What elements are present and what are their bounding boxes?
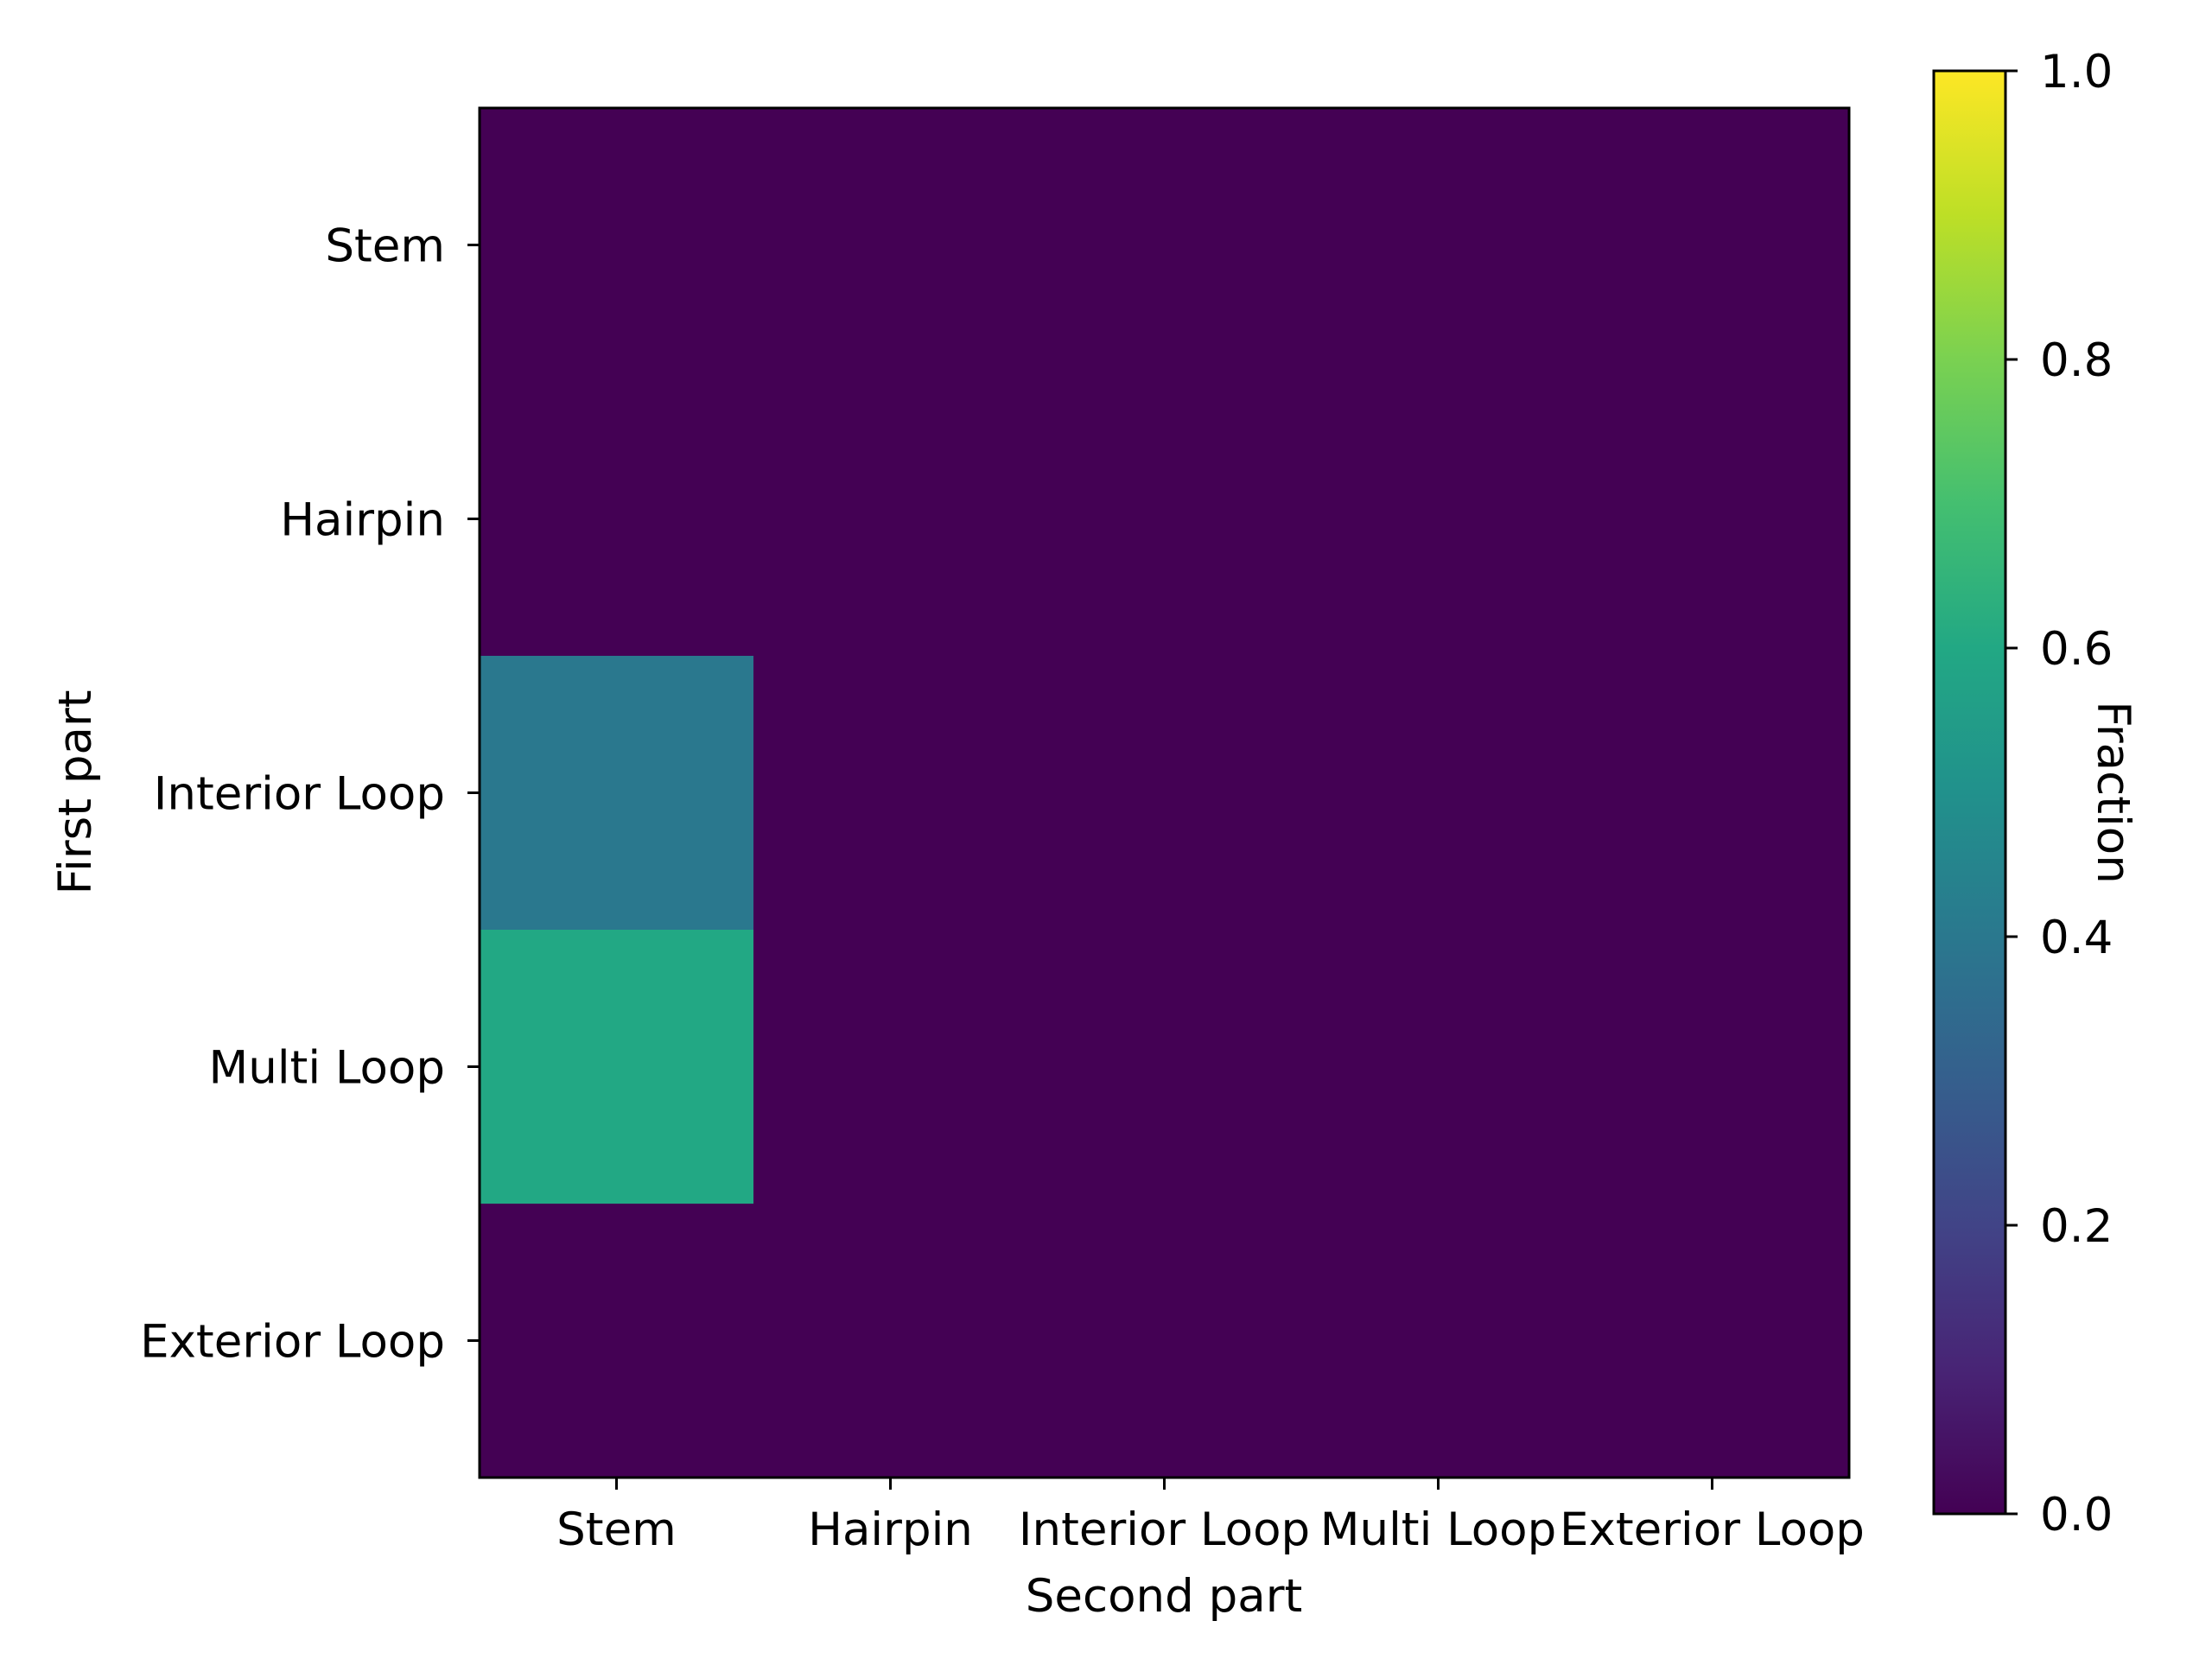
heatmap-cell <box>1027 1204 1302 1478</box>
heatmap-cells <box>480 108 1850 1478</box>
x-tick-label: Hairpin <box>808 1503 973 1556</box>
heatmap-cell <box>1301 108 1576 383</box>
y-tick-label: Exterior Loop <box>140 1316 445 1369</box>
colorbar-tick-label: 0.0 <box>2040 1489 2113 1541</box>
heatmap-cell <box>480 108 754 383</box>
heatmap-cell <box>1027 108 1302 383</box>
colorbar-label: Fraction <box>2087 701 2139 884</box>
y-tick-label: Interior Loop <box>154 768 445 821</box>
heatmap-cell <box>1575 930 1850 1205</box>
colorbar <box>1932 69 2007 1516</box>
y-axis-label: First part <box>49 690 102 894</box>
x-tick-label: Exterior Loop <box>1560 1503 1865 1556</box>
heatmap-cell <box>753 382 1028 657</box>
x-tick-label: Multi Loop <box>1320 1503 1557 1556</box>
heatmap-cell <box>480 382 754 657</box>
colorbar-tick-label: 0.8 <box>2040 334 2113 387</box>
heatmap-cell <box>753 656 1028 931</box>
heatmap-cell <box>1027 382 1302 657</box>
colorbar-tick-label: 0.6 <box>2040 623 2113 676</box>
y-tick-label: Multi Loop <box>209 1042 446 1095</box>
heatmap-cell <box>1575 1204 1850 1478</box>
heatmap-cell <box>1301 1204 1576 1478</box>
heatmap-cell <box>1301 656 1576 931</box>
x-tick-label: Interior Loop <box>1019 1503 1310 1556</box>
heatmap-cell <box>1301 382 1576 657</box>
x-axis-label: Second part <box>1026 1570 1303 1623</box>
heatmap-cell <box>753 108 1028 383</box>
colorbar-tick-label: 0.4 <box>2040 912 2113 964</box>
y-tick-label: Stem <box>325 220 445 273</box>
heatmap-cell <box>480 1204 754 1478</box>
heatmap-cell <box>1575 108 1850 383</box>
heatmap-cell <box>1027 656 1302 931</box>
x-tick-label: Stem <box>556 1503 677 1556</box>
heatmap-cell <box>1575 382 1850 657</box>
heatmap-cell <box>480 930 754 1205</box>
heatmap-cell <box>1027 930 1302 1205</box>
heatmap-cell <box>753 1204 1028 1478</box>
colorbar-tick-label: 0.2 <box>2040 1200 2113 1253</box>
y-axis-ticks: Stem Hairpin Interior Loop Multi Loop Exteri… <box>140 220 480 1369</box>
heatmap-cell <box>753 930 1028 1205</box>
heatmap-cell <box>1575 656 1850 931</box>
colorbar-tick-label: 1.0 <box>2040 46 2113 99</box>
heatmap-cell <box>1301 930 1576 1205</box>
x-axis-ticks: Stem Hairpin Interior Loop Multi Loop Exteri… <box>556 1478 1865 1556</box>
heatmap-cell <box>480 656 754 931</box>
y-tick-label: Hairpin <box>280 494 445 547</box>
colorbar-ticks: 0.0 0.2 0.4 0.6 0.8 1.0 <box>2005 46 2113 1541</box>
